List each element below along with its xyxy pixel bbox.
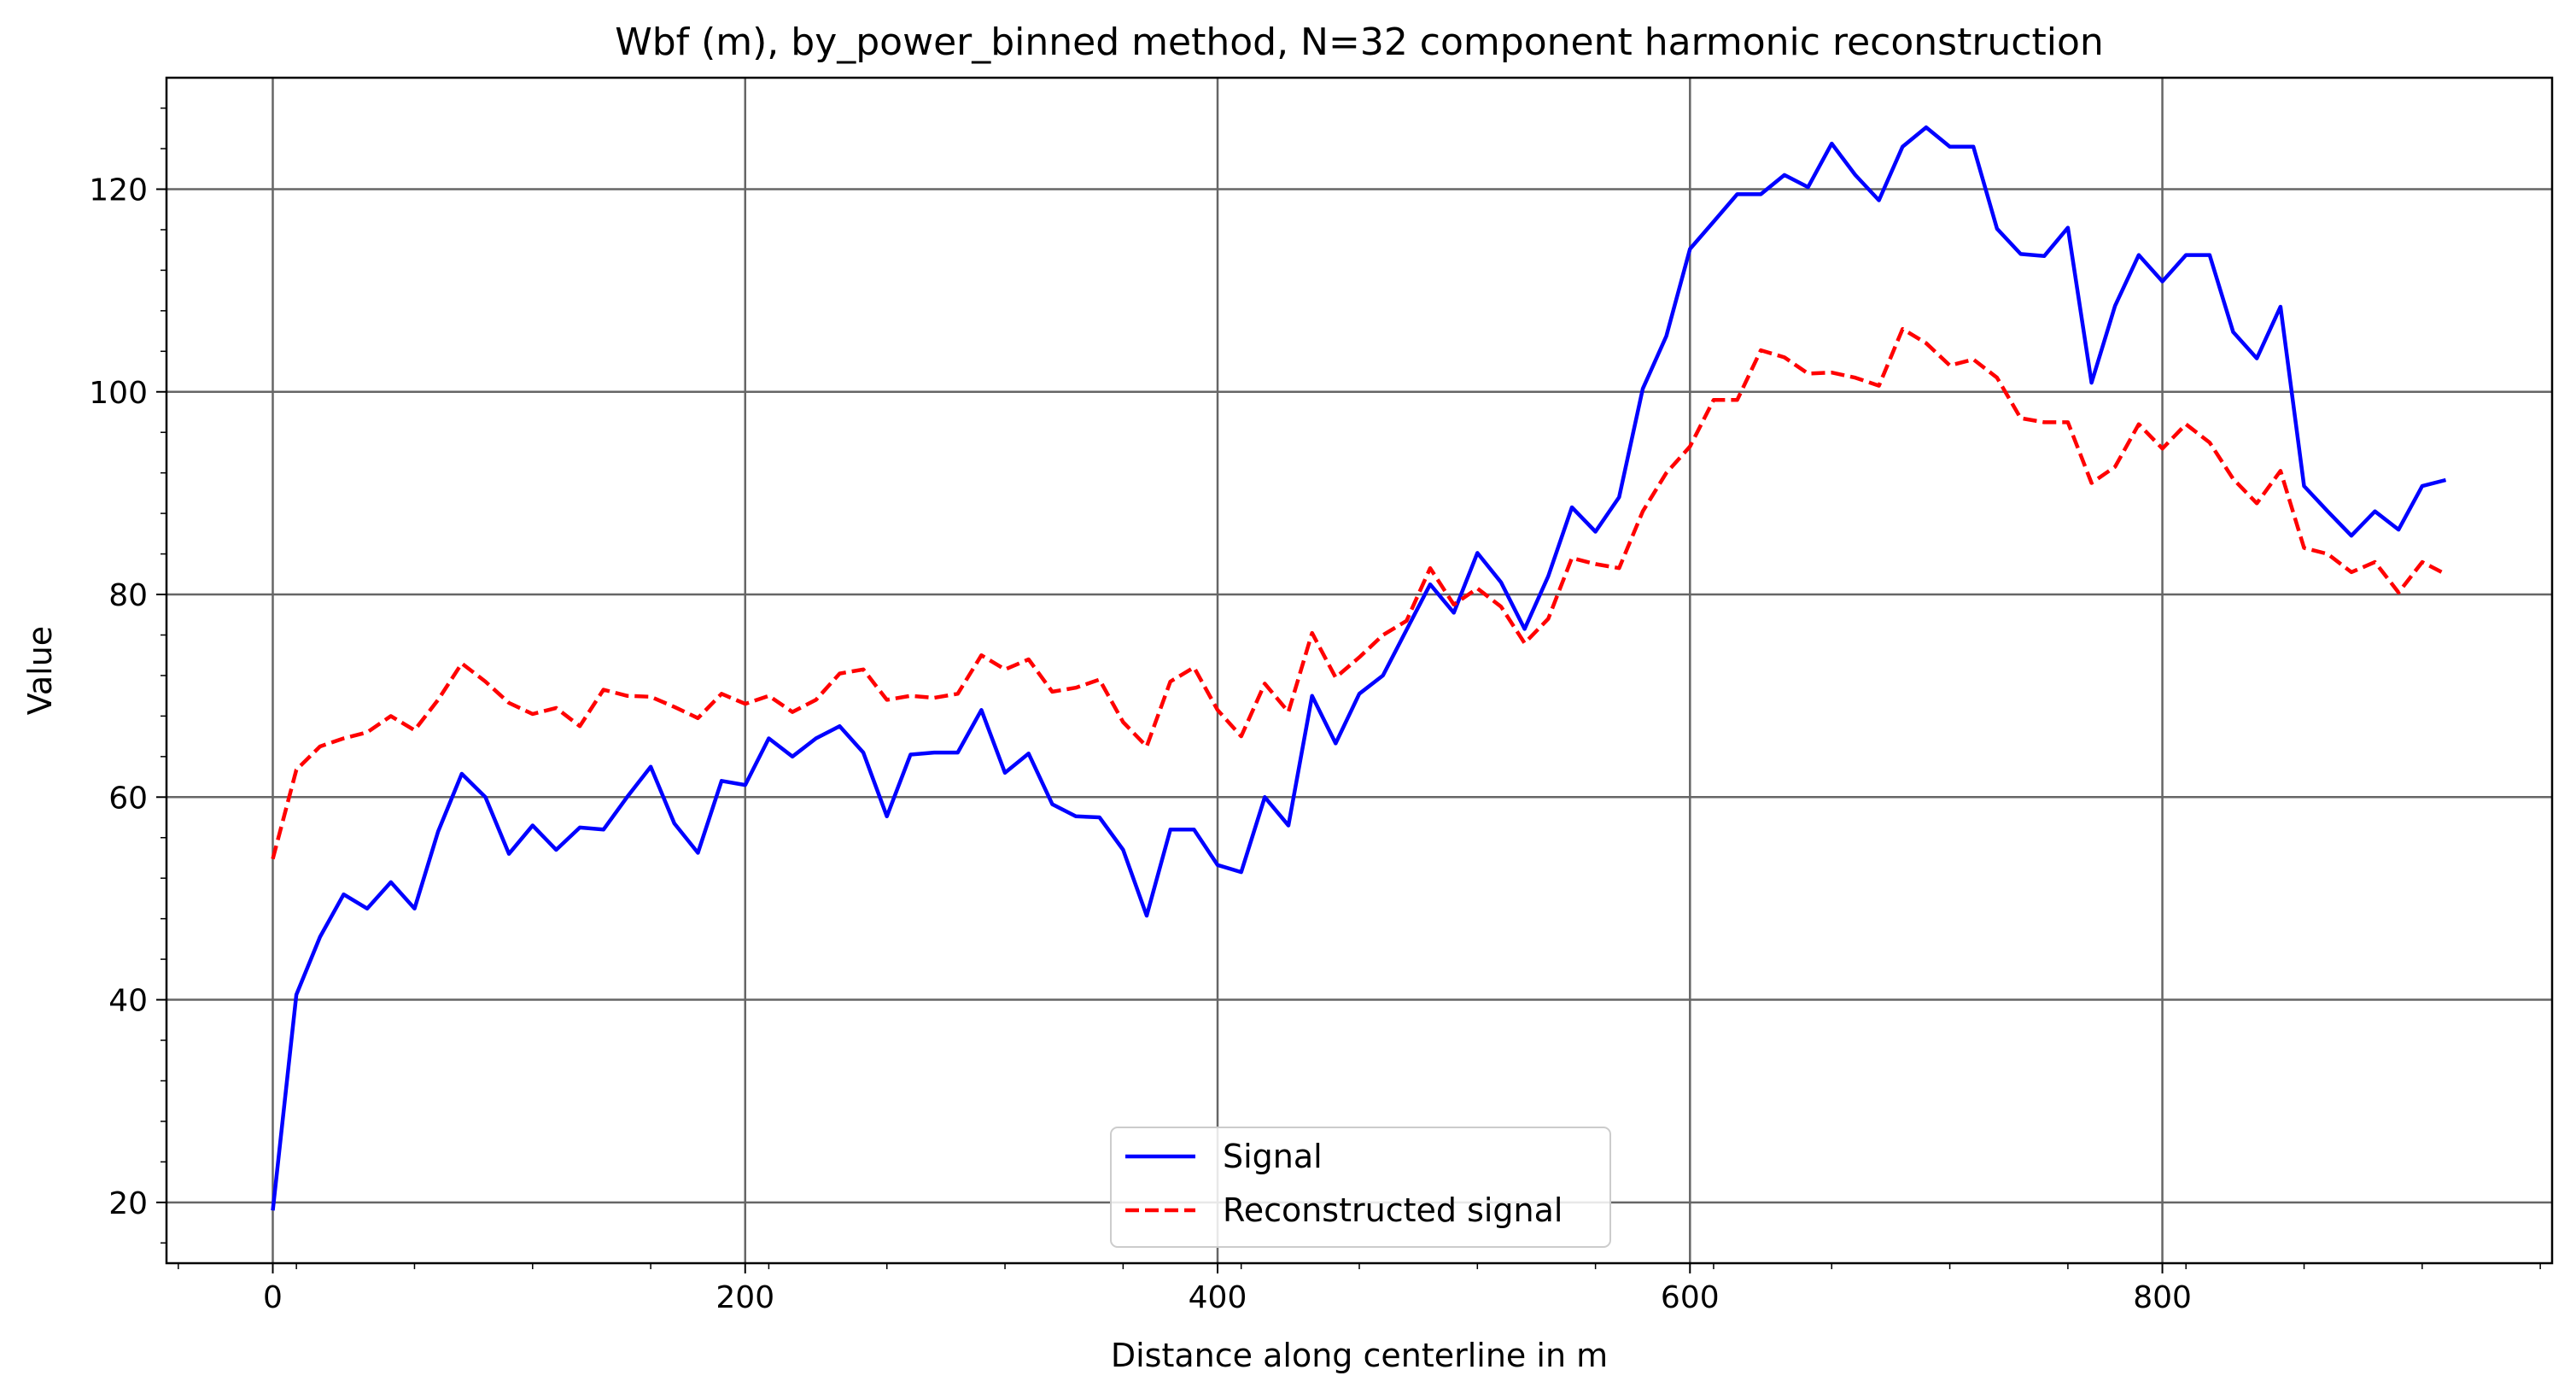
y-tick-label: 40 (108, 984, 148, 1019)
legend-label-signal: Signal (1223, 1138, 1323, 1175)
x-tick-label: 200 (716, 1280, 774, 1315)
legend: Signal Reconstructed signal (1110, 1127, 1611, 1248)
legend-box (1110, 1127, 1611, 1248)
series-line-reconstructed-signal (271, 326, 2447, 860)
y-tick-label: 80 (108, 578, 148, 613)
axis-ticks: 0 200 400 600 800 20 40 60 80 100 120 (89, 107, 2541, 1315)
y-axis-label: Value (21, 626, 59, 715)
legend-label-reconstructed: Reconstructed signal (1223, 1191, 1563, 1229)
series-line-signal (271, 125, 2447, 1211)
x-tick-label: 0 (263, 1280, 283, 1315)
y-tick-label: 60 (108, 781, 148, 816)
chart-title: Wbf (m), by_power_binned method, N=32 co… (615, 20, 2104, 64)
plot-frame (165, 76, 2554, 1265)
x-tick-label: 800 (2133, 1280, 2192, 1315)
x-tick-label: 600 (1661, 1280, 1720, 1315)
x-axis-label: Distance along centerline in m (1111, 1337, 1608, 1374)
series-group (271, 125, 2447, 1211)
y-tick-label: 20 (108, 1186, 148, 1221)
y-tick-label: 120 (89, 173, 148, 208)
y-tick-label: 100 (89, 376, 148, 411)
x-tick-label: 400 (1189, 1280, 1247, 1315)
